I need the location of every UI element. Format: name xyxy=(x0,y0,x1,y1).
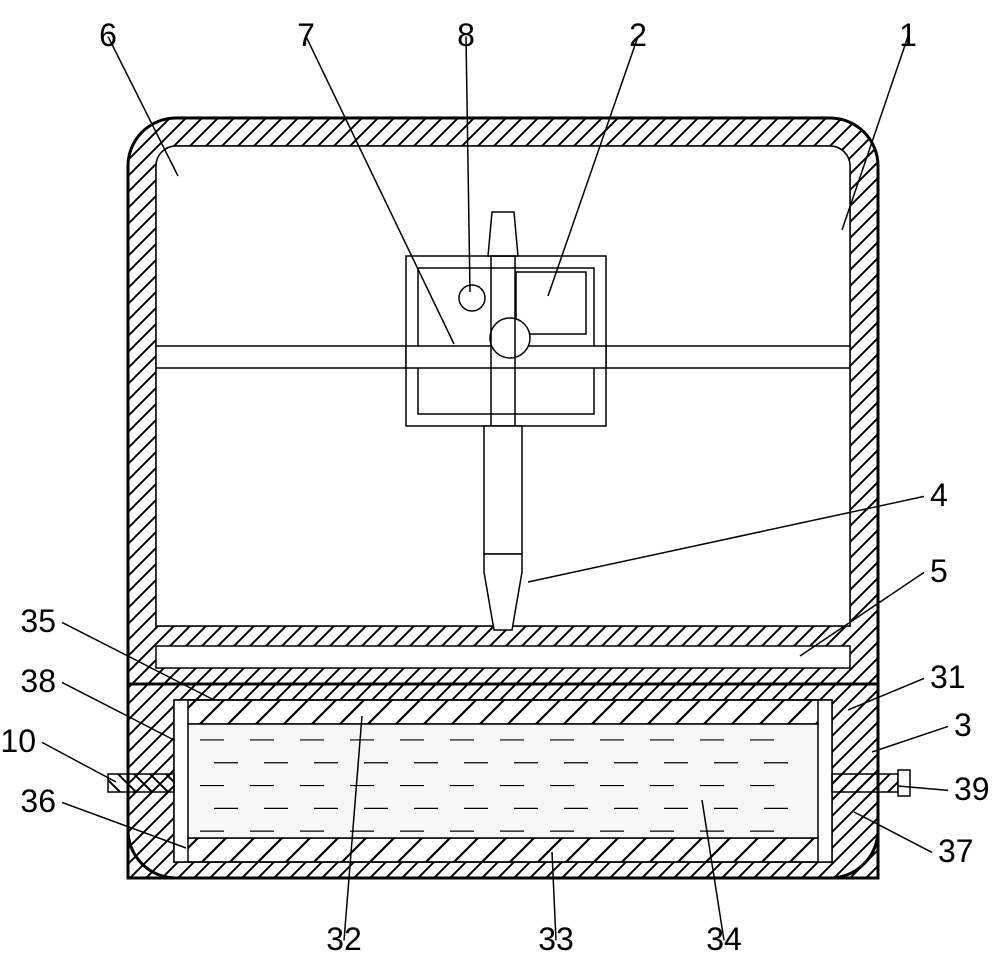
callout-label-7: 7 xyxy=(297,17,315,53)
callout-label-38: 38 xyxy=(20,663,56,699)
big-roller xyxy=(490,318,530,358)
shelf xyxy=(156,646,850,668)
callout-label-4: 4 xyxy=(930,477,948,513)
callout-label-2: 2 xyxy=(629,17,647,53)
callout-label-32: 32 xyxy=(326,921,362,957)
callout-label-6: 6 xyxy=(99,17,117,53)
spindle-top xyxy=(488,212,518,256)
small-roller xyxy=(459,285,485,311)
callout-label-35: 35 xyxy=(20,603,56,639)
right-port xyxy=(832,774,898,792)
motor-box xyxy=(516,272,586,334)
callout-label-3: 3 xyxy=(954,707,972,743)
right-port-cap xyxy=(898,770,910,796)
leader-line xyxy=(42,742,116,782)
bottom-plate xyxy=(188,838,818,862)
left-port xyxy=(108,774,174,792)
callout-label-1: 1 xyxy=(899,17,917,53)
callout-label-31: 31 xyxy=(930,659,966,695)
leader-line xyxy=(872,726,948,752)
callout-label-310: 310 xyxy=(0,723,36,759)
spindle-body xyxy=(484,426,522,554)
callout-label-37: 37 xyxy=(938,833,974,869)
callout-label-39: 39 xyxy=(954,771,990,807)
callout-label-8: 8 xyxy=(457,17,475,53)
callout-label-33: 33 xyxy=(538,921,574,957)
callout-label-36: 36 xyxy=(20,783,56,819)
water-region xyxy=(188,724,818,838)
callout-label-5: 5 xyxy=(930,553,948,589)
callout-label-34: 34 xyxy=(706,921,742,957)
top-plate xyxy=(188,700,818,724)
